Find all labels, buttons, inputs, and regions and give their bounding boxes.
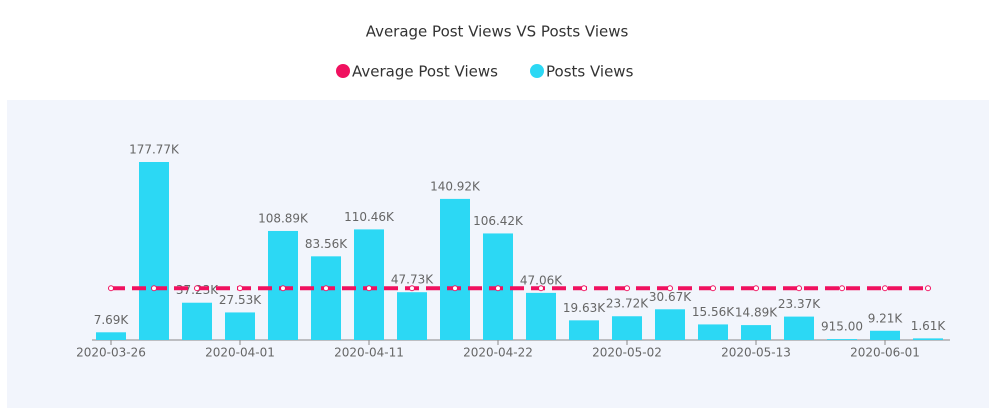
chart-title: Average Post Views VS Posts Views bbox=[366, 23, 629, 41]
value-label: 110.46K bbox=[344, 210, 395, 224]
value-label: 30.67K bbox=[649, 290, 692, 304]
average-marker bbox=[925, 285, 931, 292]
bar bbox=[569, 320, 599, 340]
bar bbox=[182, 302, 212, 340]
value-label: 47.06K bbox=[520, 273, 563, 287]
bar bbox=[784, 316, 814, 340]
average-marker bbox=[108, 285, 114, 292]
bar bbox=[698, 324, 728, 340]
bar bbox=[827, 339, 857, 340]
average-marker bbox=[581, 285, 587, 292]
bar bbox=[741, 325, 771, 340]
value-label: 23.37K bbox=[778, 297, 821, 311]
x-tick-label: 2020-05-13 bbox=[721, 346, 791, 360]
bar bbox=[655, 309, 685, 340]
average-marker bbox=[667, 285, 673, 292]
average-marker bbox=[710, 285, 716, 292]
value-label: 15.56K bbox=[692, 305, 735, 319]
bar bbox=[526, 292, 556, 340]
legend-marker bbox=[336, 64, 350, 78]
bar bbox=[612, 316, 642, 340]
value-label: 23.72K bbox=[606, 297, 649, 311]
bar bbox=[354, 229, 384, 340]
average-marker bbox=[753, 285, 759, 292]
average-marker bbox=[409, 285, 415, 292]
bar bbox=[225, 312, 255, 340]
bar bbox=[440, 198, 470, 340]
x-tick-label: 2020-06-01 bbox=[850, 346, 920, 360]
legend-label: Posts Views bbox=[546, 63, 634, 81]
value-label: 106.42K bbox=[473, 214, 524, 228]
bar bbox=[913, 338, 943, 340]
value-label: 108.89K bbox=[258, 211, 309, 225]
average-marker bbox=[839, 285, 845, 292]
x-tick-label: 2020-04-22 bbox=[463, 346, 533, 360]
value-label: 7.69K bbox=[94, 313, 130, 327]
legend-label: Average Post Views bbox=[352, 63, 498, 81]
bar bbox=[397, 292, 427, 340]
value-label: 47.73K bbox=[391, 273, 434, 287]
bar bbox=[139, 162, 169, 340]
bar bbox=[870, 330, 900, 340]
average-marker bbox=[495, 285, 501, 292]
average-marker bbox=[538, 285, 544, 292]
value-label: 1.61K bbox=[911, 319, 947, 333]
x-tick-label: 2020-04-01 bbox=[205, 346, 275, 360]
value-label: 14.89K bbox=[735, 306, 778, 320]
average-marker bbox=[452, 285, 458, 292]
value-label: 27.53K bbox=[219, 293, 262, 307]
bar bbox=[96, 332, 126, 340]
average-marker bbox=[624, 285, 630, 292]
value-label: 83.56K bbox=[305, 237, 348, 251]
value-label: 9.21K bbox=[868, 311, 904, 325]
average-marker bbox=[151, 285, 157, 292]
average-marker bbox=[882, 285, 888, 292]
x-tick-label: 2020-03-26 bbox=[76, 346, 146, 360]
value-label: 19.63K bbox=[563, 301, 606, 315]
bar bbox=[311, 256, 341, 340]
average-marker bbox=[237, 285, 243, 292]
average-marker bbox=[323, 285, 329, 292]
average-marker bbox=[194, 285, 200, 292]
value-label: 177.77K bbox=[129, 143, 180, 157]
x-tick-label: 2020-04-11 bbox=[334, 346, 404, 360]
legend-marker bbox=[530, 64, 544, 78]
value-label: 140.92K bbox=[430, 179, 481, 193]
value-label: 915.00 bbox=[821, 320, 863, 334]
x-tick-label: 2020-05-02 bbox=[592, 346, 662, 360]
average-marker bbox=[796, 285, 802, 292]
average-marker bbox=[366, 285, 372, 292]
average-marker bbox=[280, 285, 286, 292]
